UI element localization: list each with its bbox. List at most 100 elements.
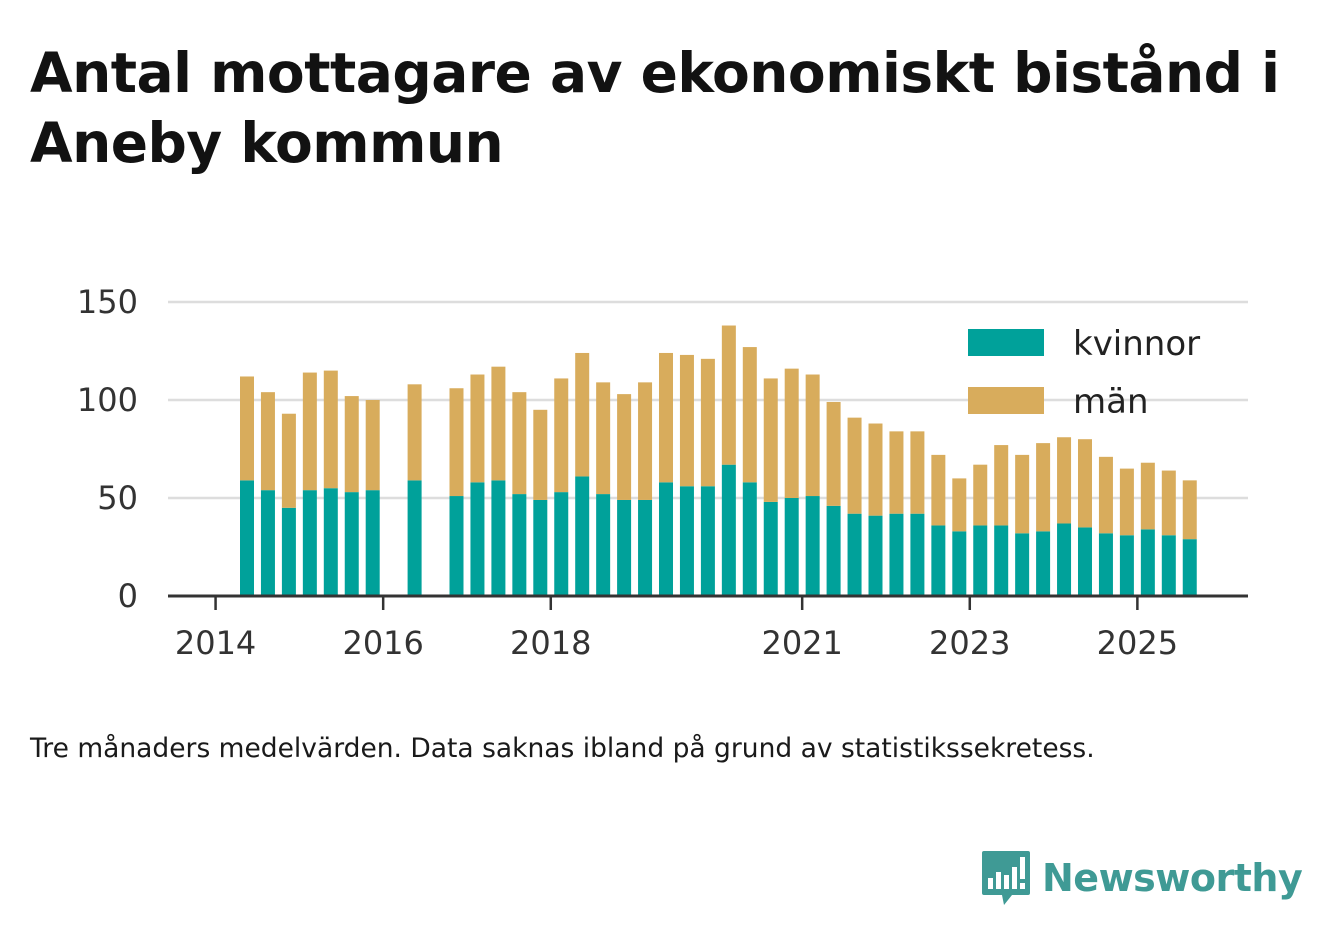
footnote: Tre månaders medelvärden. Data saknas ib… bbox=[30, 733, 1095, 764]
bar-kvinnor bbox=[1015, 533, 1030, 596]
bar-man bbox=[323, 370, 338, 489]
bar-kvinnor bbox=[281, 507, 296, 596]
bar-kvinnor bbox=[1098, 533, 1113, 596]
bar-man bbox=[1161, 470, 1176, 536]
legend-swatch-kvinnor bbox=[968, 329, 1044, 356]
bar-kvinnor bbox=[533, 499, 548, 596]
y-tick-label: 150 bbox=[77, 283, 138, 321]
bar-man bbox=[533, 409, 548, 500]
chart-title: Antal mottagare av ekonomiskt bistånd i … bbox=[30, 41, 1280, 175]
y-tick-label: 100 bbox=[77, 381, 138, 419]
bar-kvinnor bbox=[805, 496, 820, 596]
bar-man bbox=[281, 413, 296, 508]
x-tick-label: 2021 bbox=[761, 624, 842, 662]
bar-man bbox=[889, 431, 904, 514]
newsworthy-logo: Newsworthy bbox=[980, 848, 1303, 908]
bars bbox=[240, 325, 1197, 596]
bar-man bbox=[847, 417, 862, 514]
bar-man bbox=[1119, 468, 1134, 536]
bar-man bbox=[931, 454, 946, 526]
bar-man bbox=[1036, 443, 1051, 532]
stacked-bar-chart: 0 50 100 150 2014 2016 2018 2021 2023 2025 kvinn… bbox=[77, 283, 1248, 662]
x-tick-label: 2025 bbox=[1097, 624, 1178, 662]
bar-man bbox=[994, 445, 1009, 526]
bar-kvinnor bbox=[784, 498, 799, 596]
bar-kvinnor bbox=[826, 505, 841, 596]
bar-man bbox=[763, 378, 778, 502]
bar-kvinnor bbox=[1036, 531, 1051, 596]
bar-man bbox=[240, 376, 254, 481]
legend-label-man: män bbox=[1073, 382, 1149, 422]
bar-kvinnor bbox=[638, 499, 653, 596]
bar-kvinnor bbox=[847, 513, 862, 596]
bar-kvinnor bbox=[973, 525, 988, 596]
bar-man bbox=[700, 358, 715, 487]
bar-kvinnor bbox=[994, 525, 1009, 596]
bar-kvinnor bbox=[1161, 535, 1176, 596]
bar-man bbox=[617, 394, 632, 500]
bar-kvinnor bbox=[910, 513, 925, 596]
bar-man bbox=[449, 388, 464, 497]
bar-kvinnor bbox=[721, 464, 736, 596]
bar-man bbox=[868, 423, 883, 516]
bar-kvinnor bbox=[575, 476, 590, 596]
bar-kvinnor bbox=[1182, 539, 1197, 596]
bar-kvinnor bbox=[700, 486, 715, 596]
bar-kvinnor bbox=[596, 494, 611, 596]
bar-kvinnor bbox=[1119, 535, 1134, 596]
bar-man bbox=[805, 374, 820, 497]
bar-man bbox=[784, 368, 799, 498]
bar-man bbox=[910, 431, 925, 514]
bar-man bbox=[638, 382, 653, 500]
bar-kvinnor bbox=[617, 499, 632, 596]
bar-kvinnor bbox=[240, 480, 254, 596]
bar-kvinnor bbox=[449, 496, 464, 596]
bar-man bbox=[512, 392, 527, 495]
bar-man bbox=[470, 374, 485, 483]
bar-man bbox=[1140, 462, 1155, 530]
bar-man bbox=[659, 352, 673, 483]
legend: kvinnor män bbox=[968, 324, 1200, 422]
bar-man bbox=[973, 464, 988, 526]
bar-kvinnor bbox=[470, 482, 485, 596]
y-axis-ticks: 0 50 100 150 bbox=[77, 283, 138, 615]
bar-kvinnor bbox=[868, 515, 883, 596]
x-tick-label: 2018 bbox=[510, 624, 591, 662]
bar-kvinnor bbox=[742, 482, 757, 596]
bar-kvinnor bbox=[659, 482, 673, 596]
y-tick-label: 50 bbox=[97, 479, 138, 517]
x-tick-label: 2023 bbox=[929, 624, 1010, 662]
bar-kvinnor bbox=[1057, 523, 1072, 596]
bar-man bbox=[491, 366, 506, 481]
bar-kvinnor bbox=[260, 490, 275, 596]
bar-man bbox=[302, 372, 317, 491]
bar-kvinnor bbox=[1140, 529, 1155, 596]
bar-man bbox=[260, 392, 275, 491]
bar-kvinnor bbox=[302, 490, 317, 596]
newsworthy-logo-text: Newsworthy bbox=[1042, 856, 1303, 900]
legend-label-kvinnor: kvinnor bbox=[1073, 324, 1200, 364]
bar-kvinnor bbox=[323, 488, 338, 596]
y-tick-label: 0 bbox=[118, 577, 138, 615]
bar-man bbox=[1098, 456, 1113, 534]
bar-kvinnor bbox=[407, 480, 422, 596]
x-tick-label: 2016 bbox=[342, 624, 423, 662]
bar-kvinnor bbox=[344, 492, 359, 596]
bar-man bbox=[554, 378, 569, 493]
newsworthy-logo-icon bbox=[982, 851, 1030, 905]
bar-man bbox=[575, 352, 590, 477]
bar-kvinnor bbox=[512, 494, 527, 596]
bar-man bbox=[1078, 439, 1092, 528]
bar-kvinnor bbox=[679, 486, 694, 596]
bar-kvinnor bbox=[889, 513, 904, 596]
bar-kvinnor bbox=[763, 501, 778, 596]
bar-man bbox=[1182, 480, 1197, 540]
bar-kvinnor bbox=[365, 490, 380, 596]
bar-man bbox=[952, 478, 967, 532]
bar-kvinnor bbox=[491, 480, 506, 596]
bar-kvinnor bbox=[952, 531, 967, 596]
x-axis-ticks: 2014 2016 2018 2021 2023 2025 bbox=[175, 596, 1178, 662]
bar-man bbox=[596, 382, 611, 495]
bar-man bbox=[344, 396, 359, 493]
bar-man bbox=[365, 400, 380, 491]
